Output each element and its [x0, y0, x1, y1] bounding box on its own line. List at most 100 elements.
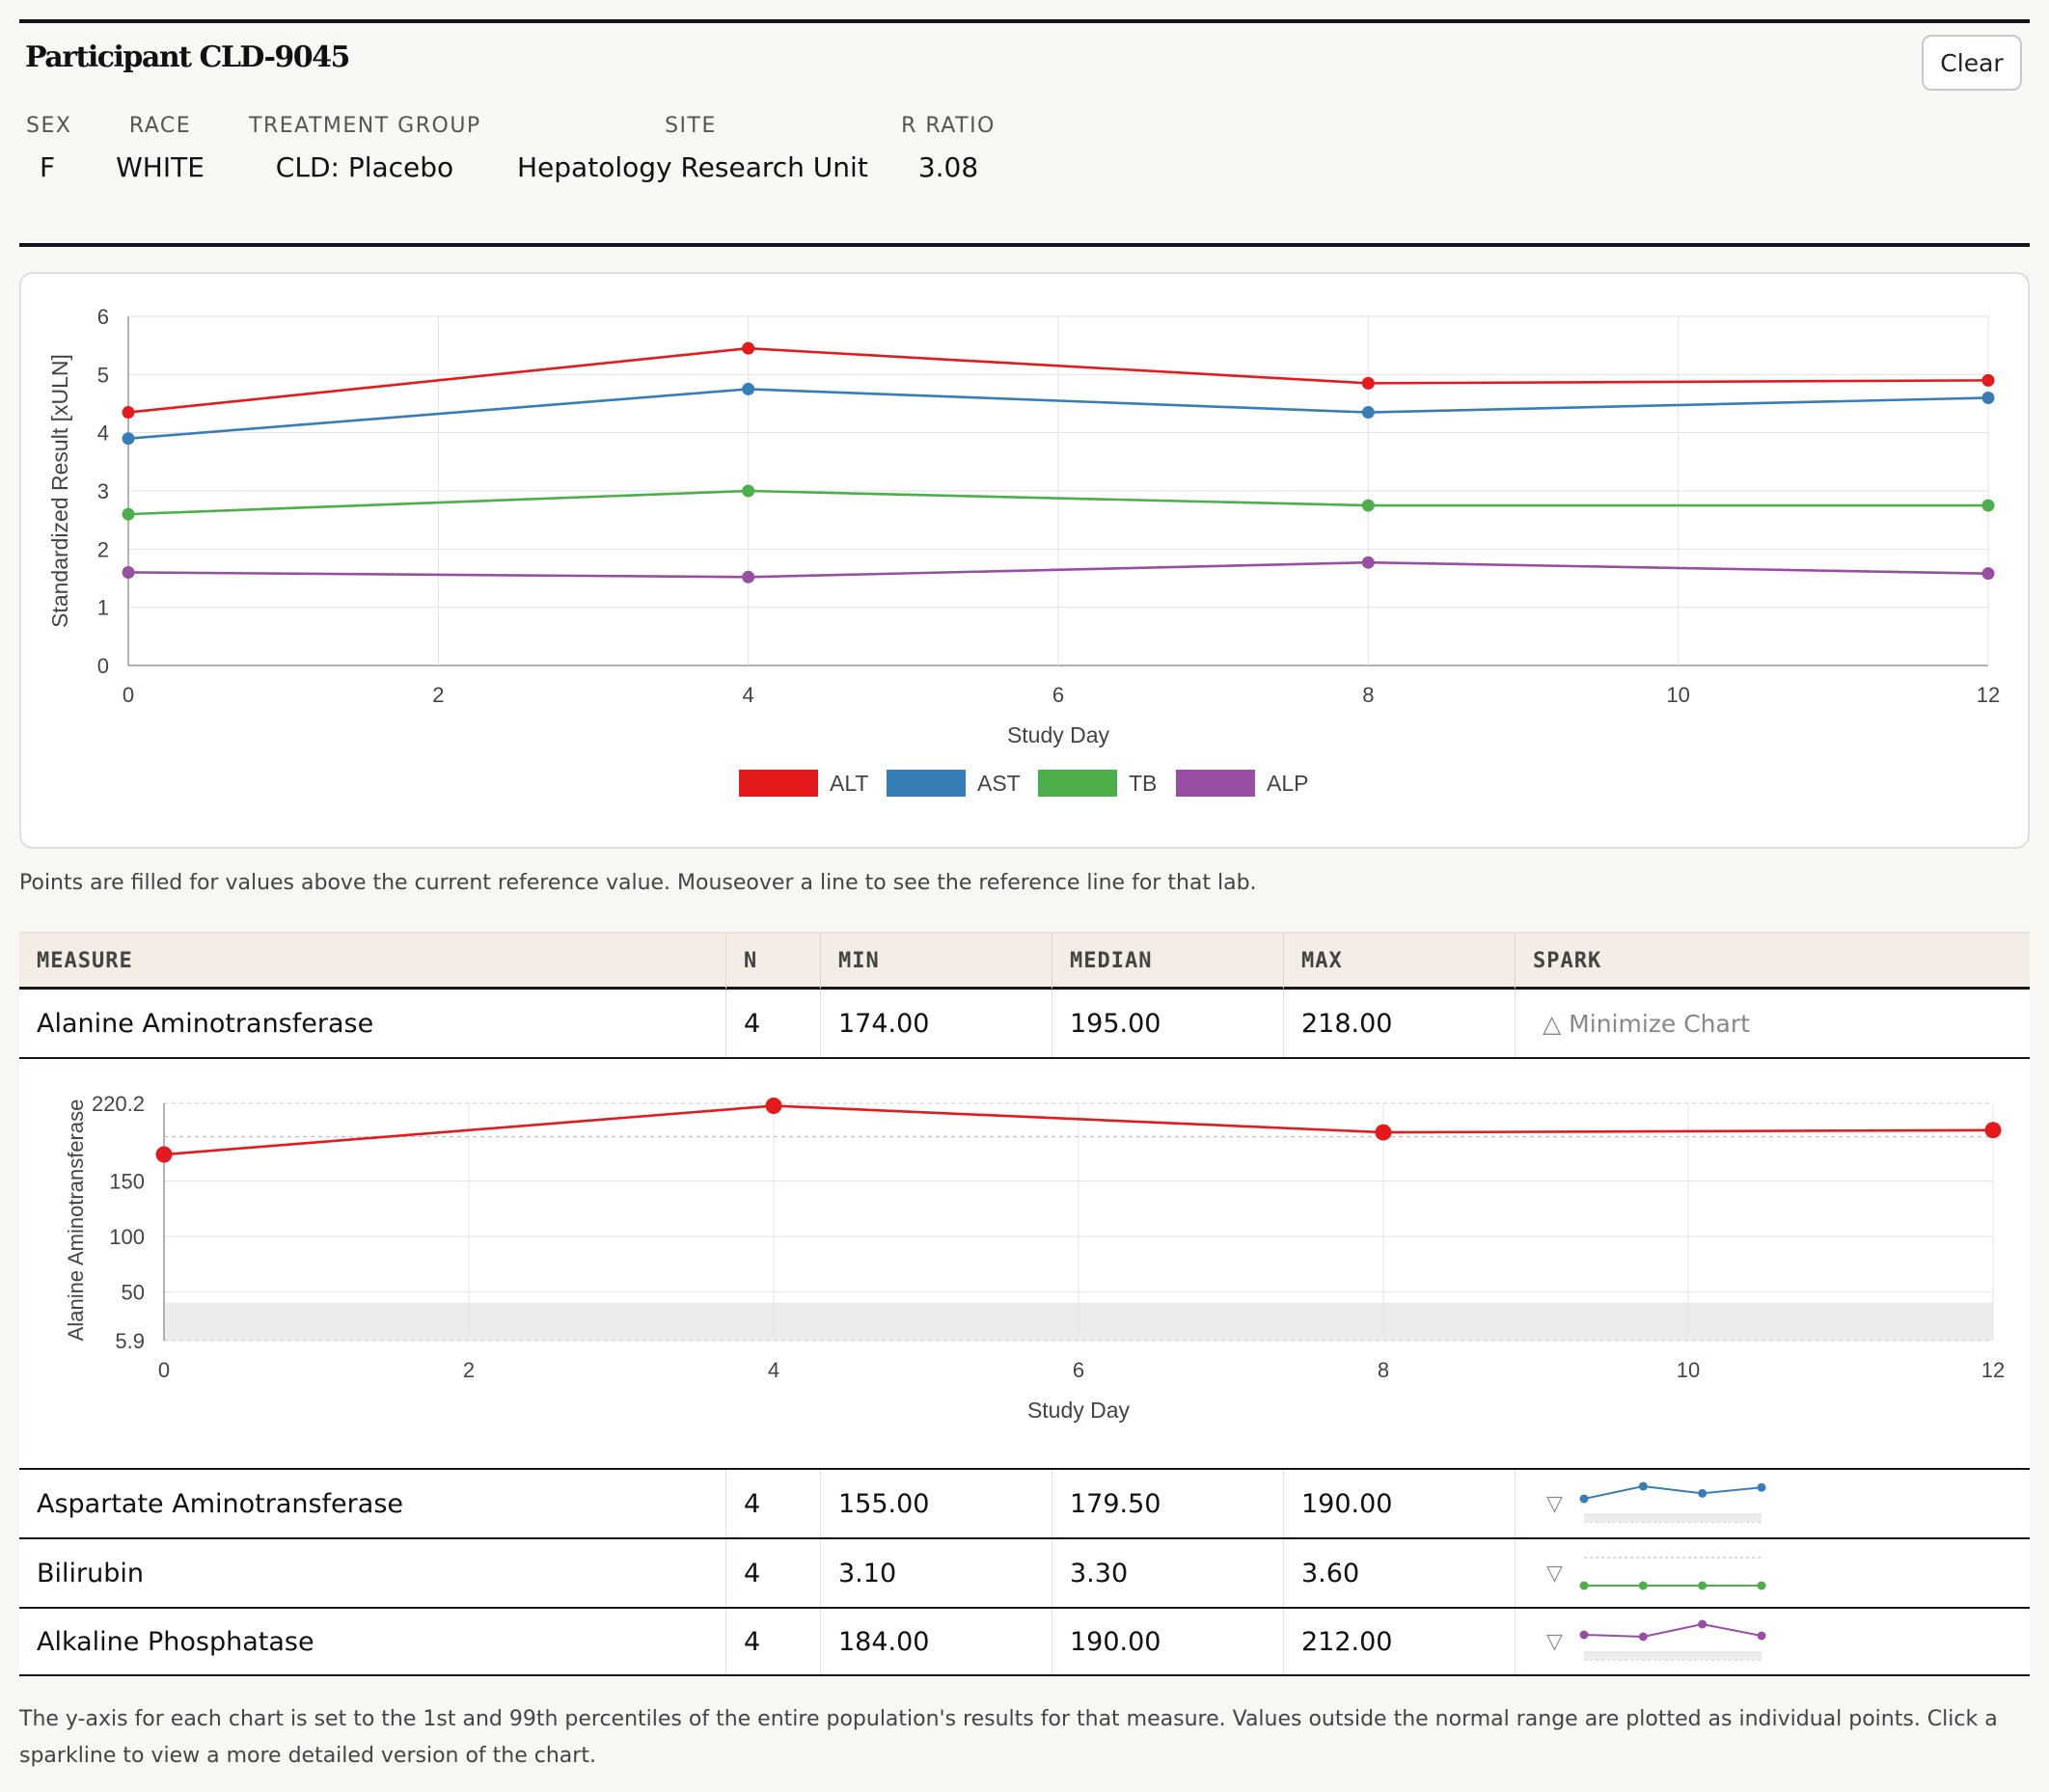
y-axis-label: Standardized Result [xULN] — [47, 354, 72, 628]
sparkline[interactable] — [1574, 1480, 1767, 1528]
spark-point — [1638, 1581, 1648, 1590]
clear-button[interactable]: Clear — [1922, 35, 2022, 91]
x-tick-label: 8 — [1362, 683, 1374, 707]
y-tick-label: 4 — [97, 421, 109, 446]
n-cell: 4 — [726, 1470, 821, 1537]
x-tick-label: 4 — [768, 1358, 779, 1382]
min-cell: 184.00 — [821, 1609, 1052, 1674]
sex-field: SEX F — [26, 114, 70, 183]
spark-point — [1757, 1482, 1766, 1492]
y-tick-label: 6 — [97, 305, 109, 329]
data-point-ast — [1361, 406, 1375, 420]
chart-note: Points are filled for values above the c… — [19, 871, 1257, 895]
header-n[interactable]: N — [726, 934, 821, 989]
spark-point — [1757, 1631, 1766, 1641]
x-tick-label: 12 — [1977, 683, 2000, 707]
data-point-tb — [742, 484, 755, 498]
header-spark: SPARK — [1533, 949, 1602, 973]
minimize-chart-button[interactable]: △ Minimize Chart — [1543, 1009, 1750, 1038]
max-cell: 190.00 — [1284, 1470, 1516, 1537]
x-axis-label: Study Day — [1027, 1398, 1131, 1423]
data-point-ast — [122, 432, 135, 446]
expand-icon[interactable]: ▽ — [1546, 1561, 1563, 1586]
series-line-alt — [163, 1104, 1994, 1156]
n-cell: 4 — [726, 990, 821, 1057]
y-tick-label: 2 — [97, 537, 109, 561]
spark-cell[interactable]: ▽ — [1516, 1539, 2030, 1607]
measure-cell: Bilirubin — [19, 1539, 726, 1607]
max-cell: 218.00 — [1284, 990, 1516, 1057]
page-title: Participant CLD-9045 — [25, 41, 350, 74]
data-point-alp — [1981, 567, 1995, 581]
legend-label: TB — [1129, 771, 1157, 796]
series-line-alp — [127, 560, 1989, 579]
spark-line — [1583, 1622, 1762, 1639]
y-tick-label: 220.2 — [92, 1092, 145, 1116]
x-tick-label: 12 — [1981, 1358, 2005, 1382]
race-value: WHITE — [116, 151, 205, 183]
y-tick-label: 100 — [109, 1225, 145, 1249]
data-point-ast — [742, 382, 755, 395]
spark-cell: △ Minimize Chart — [1516, 990, 2030, 1057]
spark-cell[interactable]: ▽ — [1516, 1609, 2030, 1674]
spark-normal-band — [1583, 1652, 1762, 1660]
spark-point — [1698, 1488, 1708, 1498]
spark-point — [1698, 1619, 1708, 1629]
table-row: Alkaline Phosphatase 4 184.00 190.00 212… — [19, 1609, 2030, 1676]
header-median[interactable]: MEDIAN — [1052, 934, 1284, 989]
x-tick-label: 6 — [1052, 683, 1064, 707]
expand-icon[interactable]: ▽ — [1546, 1629, 1563, 1654]
series-line-tb — [127, 489, 1988, 516]
y-axis-label: Alanine Aminotransferase — [64, 1100, 88, 1342]
top-rule — [19, 19, 2030, 23]
sparkline[interactable] — [1574, 1549, 1767, 1597]
y-tick-label: 5.9 — [115, 1329, 145, 1353]
x-tick-label: 0 — [158, 1358, 170, 1382]
y-tick-label: 150 — [109, 1170, 145, 1194]
table-row: Bilirubin 4 3.10 3.30 3.60 ▽ — [19, 1539, 2030, 1609]
table-row: Alanine Aminotransferase 4 174.00 195.00… — [19, 990, 2030, 1059]
treatment-group-value: CLD: Placebo — [275, 151, 454, 183]
r-ratio-label: R RATIO — [901, 114, 996, 138]
x-tick-label: 4 — [743, 683, 754, 707]
x-axis-label: Study Day — [1007, 722, 1110, 747]
site-field: SITE Hepatology Research Unit — [517, 114, 868, 183]
max-cell: 3.60 — [1284, 1539, 1516, 1607]
table-row: Aspartate Aminotransferase 4 155.00 179.… — [19, 1470, 2030, 1539]
r-ratio-value: 3.08 — [917, 151, 979, 183]
data-point-alt — [765, 1098, 782, 1115]
header-max[interactable]: MAX — [1284, 934, 1516, 989]
spark-point — [1698, 1581, 1708, 1590]
sparkline[interactable] — [1574, 1617, 1767, 1666]
max-cell: 212.00 — [1284, 1609, 1516, 1674]
header-min[interactable]: MIN — [821, 934, 1052, 989]
legend-label: ALT — [830, 771, 868, 796]
alt-detail-chart: 5.9 50 100 150 220.2 0 2 4 6 8 10 12 Study Day Alanin… — [64, 1092, 2005, 1423]
site-label: SITE — [665, 114, 717, 138]
y-tick-label: 0 — [97, 654, 109, 678]
spark-cell[interactable]: ▽ — [1516, 1470, 2030, 1537]
spark-point — [1638, 1632, 1648, 1642]
x-tick-label: 6 — [1073, 1358, 1084, 1382]
min-cell: 3.10 — [821, 1539, 1052, 1607]
spark-point — [1579, 1581, 1589, 1590]
spark-normal-band — [1583, 1514, 1762, 1522]
median-cell: 3.30 — [1052, 1539, 1284, 1607]
y-tick-label: 5 — [97, 363, 109, 387]
median-cell: 190.00 — [1052, 1609, 1284, 1674]
treatment-group-field: TREATMENT GROUP CLD: Placebo — [249, 114, 480, 183]
spark-line — [1583, 1484, 1762, 1500]
series-line-alt — [127, 346, 1989, 414]
x-tick-label: 10 — [1666, 683, 1689, 707]
header-measure[interactable]: MEASURE — [19, 934, 726, 989]
r-ratio-field: R RATIO 3.08 — [899, 114, 997, 183]
data-point-alt — [1375, 1124, 1392, 1141]
legend-swatch-tb — [1038, 770, 1117, 797]
legend-label: ALP — [1267, 771, 1308, 796]
expand-icon[interactable]: ▽ — [1546, 1491, 1563, 1516]
data-point-ast — [1981, 391, 1995, 404]
data-point-alt — [1981, 373, 1995, 387]
min-cell: 155.00 — [821, 1470, 1052, 1537]
x-tick-label: 2 — [432, 683, 444, 707]
